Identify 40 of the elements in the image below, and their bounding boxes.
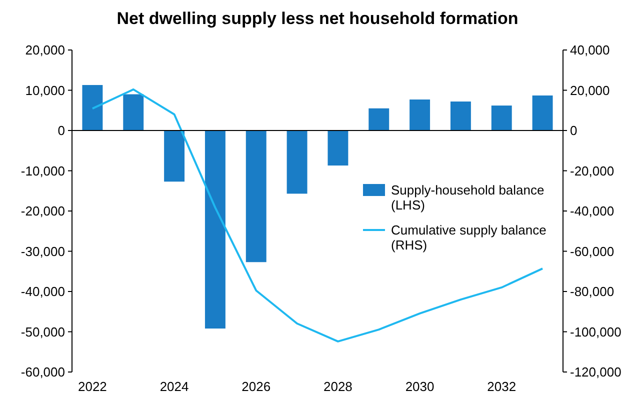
bar bbox=[450, 102, 471, 130]
x-tick-label: 2026 bbox=[242, 379, 271, 394]
bar bbox=[491, 106, 512, 130]
bar bbox=[410, 100, 430, 130]
line-series bbox=[91, 88, 544, 342]
legend-label: Supply-household balance (LHS) bbox=[391, 182, 544, 212]
bar bbox=[123, 94, 144, 130]
y-tick-label: -30,000 bbox=[20, 244, 65, 259]
y2-tick-label: -120,000 bbox=[570, 364, 622, 380]
bar bbox=[246, 130, 266, 262]
bar bbox=[532, 95, 553, 130]
y2-tick-label: 20,000 bbox=[570, 82, 610, 98]
chart-title: Net dwelling supply less net household formation bbox=[116, 9, 518, 28]
y2-tick-label: 40,000 bbox=[570, 42, 610, 58]
bar bbox=[82, 85, 103, 130]
x-tick-label: 2022 bbox=[78, 379, 107, 394]
y-tick-label: -50,000 bbox=[20, 324, 65, 340]
bar bbox=[328, 130, 348, 166]
y2-tick-label: -40,000 bbox=[570, 204, 614, 219]
y-tick-label: -40,000 bbox=[20, 284, 65, 300]
x-tick-label: 2030 bbox=[405, 379, 434, 394]
y-tick-label: -20,000 bbox=[20, 204, 65, 219]
x-tick-label: 2024 bbox=[160, 379, 189, 394]
legend-label: Cumulative supply balance (RHS) bbox=[391, 222, 546, 252]
x-tick-label: 2032 bbox=[487, 379, 516, 394]
y-tick-label: 10,000 bbox=[25, 82, 65, 98]
y-tick-label: 20,000 bbox=[25, 42, 65, 58]
bar bbox=[204, 130, 226, 329]
y-tick-label: 0 bbox=[58, 123, 65, 138]
bar bbox=[286, 130, 308, 194]
y2-tick-label: 0 bbox=[570, 123, 578, 138]
y2-tick-label: -60,000 bbox=[570, 244, 614, 259]
y-tick-label: -60,000 bbox=[20, 364, 65, 380]
y2-tick-label: -100,000 bbox=[570, 324, 622, 340]
y2-tick-label: -20,000 bbox=[570, 163, 614, 178]
x-tick-label: 2028 bbox=[323, 379, 352, 394]
bar bbox=[164, 130, 185, 182]
y2-tick-label: -80,000 bbox=[570, 284, 614, 300]
y-tick-label: -10,000 bbox=[20, 163, 65, 178]
bar bbox=[368, 108, 390, 130]
